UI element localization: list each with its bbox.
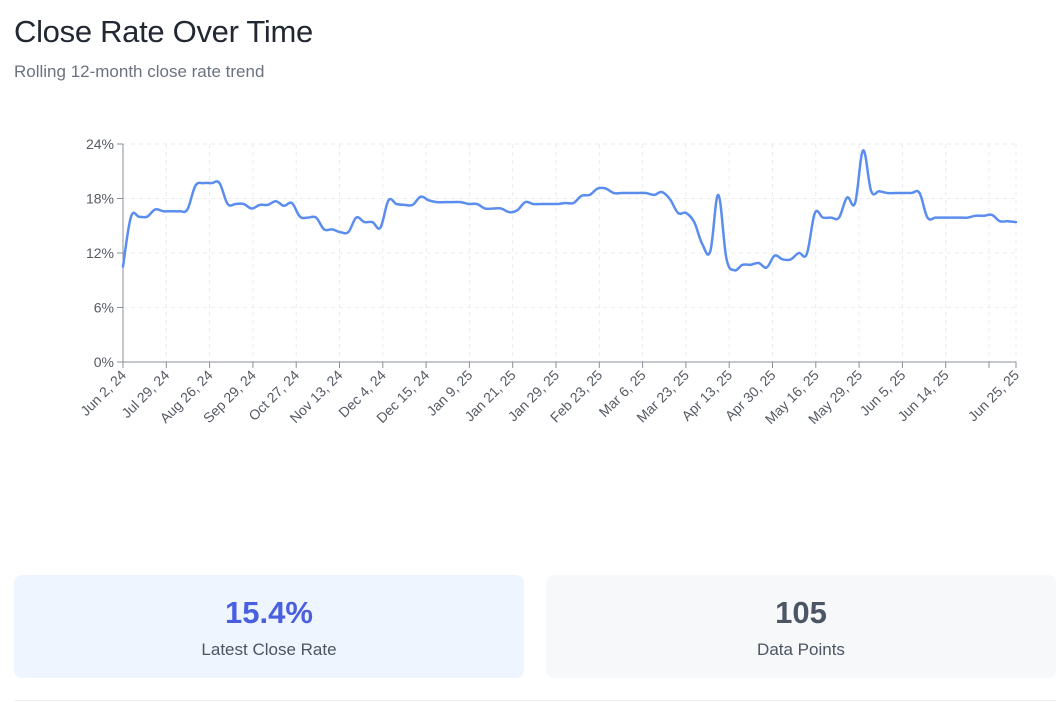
y-axis-ticks: 0% 6% 12% 18% 24%: [86, 136, 123, 370]
x-tick-label: Jun 25, 25: [965, 367, 1023, 425]
chart-axes: [122, 144, 1016, 363]
y-tick-label: 12%: [86, 245, 114, 261]
close-rate-series-line: [121, 149, 1018, 272]
chart-grid: [122, 143, 1017, 362]
data-points-label: Data Points: [757, 640, 845, 659]
latest-close-rate-value: 15.4%: [225, 595, 313, 630]
y-tick-label: 6%: [94, 300, 114, 316]
page-title: Close Rate Over Time: [14, 14, 313, 49]
data-points-value: 105: [775, 595, 827, 630]
page-subtitle: Rolling 12-month close rate trend: [14, 62, 265, 81]
y-tick-label: 0%: [94, 354, 114, 370]
latest-close-rate-card: 15.4% Latest Close Rate: [14, 575, 524, 678]
divider: [14, 700, 1056, 701]
latest-close-rate-label: Latest Close Rate: [201, 640, 337, 659]
y-tick-label: 24%: [86, 136, 114, 152]
data-points-card: 105 Data Points: [546, 575, 1056, 678]
y-tick-label: 18%: [86, 191, 114, 207]
